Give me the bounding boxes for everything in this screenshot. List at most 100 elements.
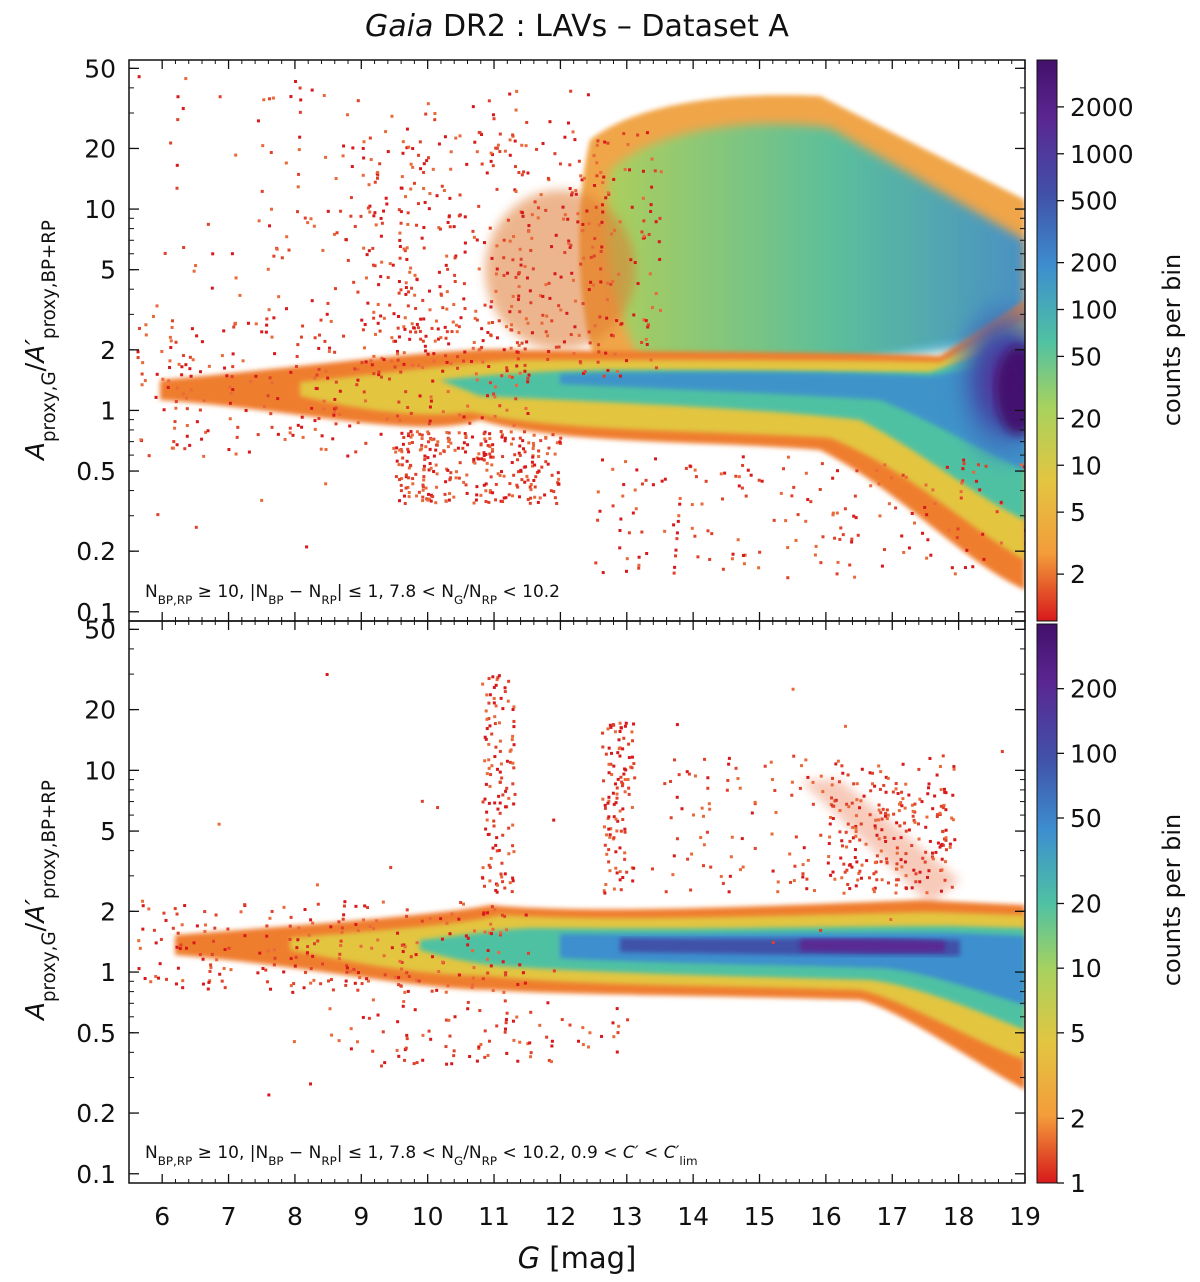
scatter-point [495, 336, 499, 340]
scatter-point [961, 479, 965, 483]
scatter-point [602, 175, 606, 179]
scatter-point [448, 196, 452, 200]
scatter-point [571, 130, 575, 134]
scatter-point [540, 465, 544, 469]
scatter-point [309, 1082, 313, 1086]
scatter-point [503, 690, 507, 694]
scatter-point [489, 932, 493, 936]
scatter-point [409, 435, 413, 439]
scatter-point [191, 358, 195, 362]
scatter-point [853, 848, 857, 852]
scatter-point [435, 472, 439, 476]
scatter-point [737, 475, 741, 479]
scatter-point [950, 885, 954, 889]
scatter-point [550, 1039, 554, 1043]
scatter-point [588, 1031, 592, 1035]
scatter-point [321, 962, 325, 966]
scatter-point [538, 496, 542, 500]
scatter-point [437, 970, 441, 974]
scatter-point [541, 294, 545, 298]
scatter-point [407, 974, 411, 978]
scatter-point [176, 95, 180, 99]
colorbar-tick-label: 20 [1070, 890, 1102, 919]
scatter-point [838, 808, 842, 812]
scatter-point [403, 945, 407, 949]
scatter-point [235, 435, 239, 439]
scatter-point [406, 989, 410, 993]
scatter-point [821, 790, 825, 794]
scatter-point [618, 878, 622, 882]
scatter-point [207, 980, 211, 984]
scatter-point [961, 467, 965, 471]
scatter-point [270, 425, 274, 429]
scatter-point [194, 264, 198, 268]
scatter-point [424, 486, 428, 490]
scatter-point [498, 473, 502, 477]
scatter-point [439, 336, 443, 340]
scatter-point [528, 1041, 532, 1045]
scatter-point [210, 952, 214, 956]
scatter-point [886, 813, 890, 817]
scatter-point [398, 238, 402, 242]
scatter-point [512, 423, 516, 427]
scatter-point [324, 155, 328, 159]
scatter-point [851, 836, 855, 840]
scatter-point [623, 167, 627, 171]
scatter-point [309, 981, 313, 985]
scatter-point [606, 141, 610, 145]
y-tick-label: 50 [84, 54, 116, 83]
scatter-point [421, 483, 425, 487]
scatter-point [297, 148, 301, 152]
scatter-point [422, 317, 426, 321]
scatter-point [603, 803, 607, 807]
scatter-point [500, 500, 504, 504]
scatter-point [885, 808, 889, 812]
scatter-point [284, 161, 288, 165]
scatter-point [373, 264, 377, 268]
scatter-point [246, 321, 250, 325]
scatter-point [581, 1026, 585, 1030]
scatter-point [484, 782, 488, 786]
scatter-point [327, 349, 331, 353]
y-tick-label: 0.2 [76, 1099, 116, 1128]
scatter-point [223, 366, 227, 370]
scatter-point [721, 497, 725, 501]
scatter-point [544, 330, 548, 334]
scatter-point [204, 430, 208, 434]
scatter-point [880, 828, 884, 832]
scatter-point [332, 410, 336, 414]
scatter-point [485, 717, 489, 721]
scatter-point [441, 960, 445, 964]
scatter-point [707, 802, 711, 806]
scatter-point [911, 809, 915, 813]
scatter-point [939, 889, 943, 893]
scatter-point [329, 319, 333, 323]
scatter-point [798, 786, 802, 790]
scatter-point [854, 834, 858, 838]
scatter-point [636, 282, 640, 286]
colorbar-tick-label: 100 [1070, 739, 1118, 768]
scatter-point [734, 474, 738, 478]
scatter-point [525, 120, 529, 124]
scatter-point [265, 323, 269, 327]
scatter-point [415, 223, 419, 227]
scatter-point [557, 345, 561, 349]
scatter-point [330, 1033, 334, 1037]
scatter-point [927, 869, 931, 873]
scatter-point [488, 490, 492, 494]
scatter-point [687, 772, 691, 776]
scatter-point [984, 464, 988, 468]
scatter-point [960, 481, 964, 485]
scatter-point [415, 278, 419, 282]
scatter-point [813, 553, 817, 557]
scatter-point [315, 373, 319, 377]
scatter-point [792, 485, 796, 489]
scatter-point [941, 806, 945, 810]
bottom-annotation: NBP,RP ≥ 10, |NBP − NRP| ≤ 1, 7.8 < NG/N… [145, 1143, 698, 1168]
scatter-point [421, 366, 425, 370]
scatter-point [220, 354, 224, 358]
scatter-point [207, 364, 211, 368]
scatter-point [512, 802, 516, 806]
scatter-point [490, 463, 494, 467]
scatter-point [413, 273, 417, 277]
